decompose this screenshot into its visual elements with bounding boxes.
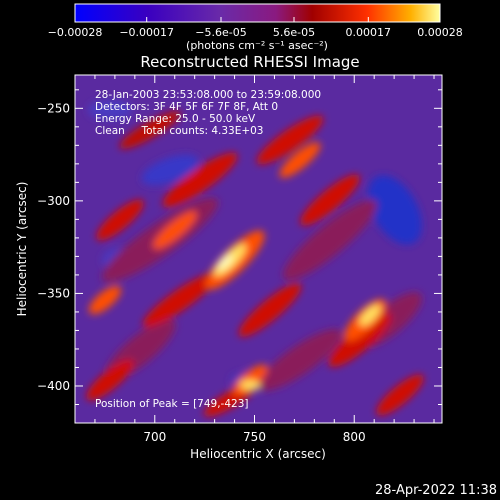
y-axis: −250 −300 −350 −400 — [37, 89, 442, 405]
colorbar-tick-label: −0.00017 — [119, 26, 174, 39]
x-axis: 700 750 800 — [94, 75, 435, 444]
colorbar-tick-label: 0.00028 — [417, 26, 463, 39]
footer-timestamp: 28-Apr-2022 11:38 — [375, 483, 497, 498]
annotation-detectors: Detectors: 3F 4F 5F 6F 7F 8F, Att 0 — [95, 101, 278, 113]
plot-frame — [74, 74, 443, 424]
colorbar-tick-label: −5.6e-05 — [195, 26, 246, 39]
chart-title: Reconstructed RHESSI Image — [140, 53, 359, 71]
colorbar-tick-label: −0.00028 — [48, 26, 103, 39]
colorbar-ticks: −0.00028 −0.00017 −5.6e-05 5.6e-05 0.00017 0.… — [48, 17, 463, 39]
colorbar-units-label: (photons cm⁻² s⁻¹ asec⁻²) — [186, 39, 328, 52]
colorbar-tick-label: 5.6e-05 — [273, 26, 315, 39]
x-tick-label: 700 — [143, 430, 166, 444]
annotation-peak-position: Position of Peak = [749,-423] — [95, 398, 249, 410]
x-axis-label: Heliocentric X (arcsec) — [190, 447, 326, 461]
annotation-time-range: 28-Jan-2003 23:53:08.000 to 23:59:08.000 — [95, 89, 321, 101]
x-tick-label: 800 — [343, 430, 366, 444]
colorbar-tick-label: 0.00017 — [346, 26, 392, 39]
heatmap-image — [75, 75, 442, 423]
y-axis-label: Heliocentric Y (arcsec) — [15, 182, 29, 317]
y-tick-label: −400 — [37, 379, 70, 393]
y-tick-label: −350 — [37, 286, 70, 300]
y-tick-label: −300 — [37, 194, 70, 208]
annotation-clean-counts: Clean Total counts: 4.33E+03 — [95, 125, 264, 137]
colorbar — [74, 3, 441, 23]
annotation-energy-range: Energy Range: 25.0 - 50.0 keV — [95, 113, 256, 125]
x-tick-label: 750 — [243, 430, 266, 444]
y-tick-label: −250 — [37, 101, 70, 115]
